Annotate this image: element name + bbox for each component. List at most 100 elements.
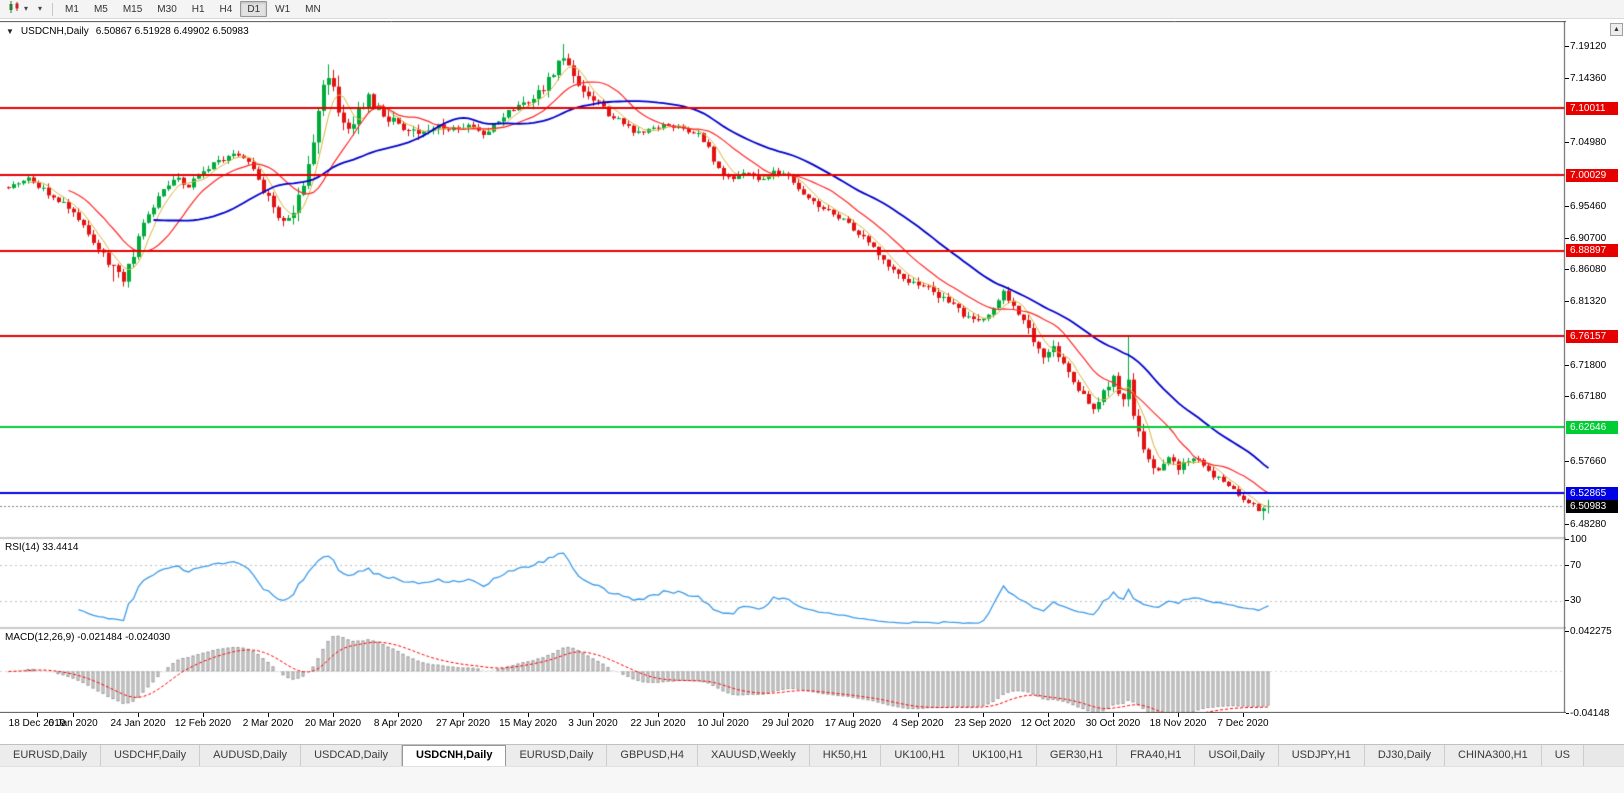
hline-price-label: 6.88897 <box>1566 244 1618 258</box>
time-tick-mark <box>1113 713 1114 717</box>
chart-tab-4-usdcnh-daily[interactable]: USDCNH,Daily <box>402 745 507 766</box>
time-tick-mark <box>463 713 464 717</box>
chart-tab-14-usdjpy-h1[interactable]: USDJPY,H1 <box>1278 745 1365 766</box>
timeframe-button-h1[interactable]: H1 <box>191 4 205 15</box>
chart-tab-15-dj30-daily[interactable]: DJ30,Daily <box>1364 745 1446 766</box>
time-axis-label: 29 Jul 2020 <box>753 713 823 729</box>
time-axis-label: 17 Aug 2020 <box>818 713 888 729</box>
macd-tick-label: 0.042275 <box>1565 626 1612 637</box>
timeframe-button-d1[interactable]: D1 <box>240 1 268 17</box>
time-tick-mark <box>593 713 594 717</box>
timeframe-button-mn[interactable]: MN <box>305 4 321 15</box>
timeframe-button-m1[interactable]: M1 <box>65 4 79 15</box>
chart-menu-button[interactable]: ▾ <box>33 1 47 17</box>
time-tick-mark <box>918 713 919 717</box>
time-tick-mark <box>268 713 269 717</box>
time-axis-label: 2 Mar 2020 <box>233 713 303 729</box>
time-axis-label: 30 Oct 2020 <box>1078 713 1148 729</box>
status-bar <box>0 766 1624 793</box>
chart-tab-16-china300-h1[interactable]: CHINA300,H1 <box>1445 745 1542 766</box>
timeframe-button-group: M1 M5 M15 M30 H1 H4 D1 W1 MN <box>58 1 329 17</box>
time-tick-mark <box>138 713 139 717</box>
toolbar-separator <box>52 2 54 16</box>
price-tick-label: 7.14360 <box>1564 73 1607 85</box>
time-tick-mark <box>1243 713 1244 717</box>
time-axis-label: 22 Jun 2020 <box>623 713 693 729</box>
timeframe-button-m5[interactable]: M5 <box>93 4 108 15</box>
timeframe-button-m15[interactable]: M15 <box>122 4 143 15</box>
time-axis-label: 4 Sep 2020 <box>883 713 953 729</box>
time-axis-label: 3 Jun 2020 <box>558 713 628 729</box>
time-tick-mark <box>73 713 74 717</box>
time-tick-mark <box>983 713 984 717</box>
timeframe-button-m30[interactable]: M30 <box>157 4 177 15</box>
chart-tab-11-ger30-h1[interactable]: GER30,H1 <box>1036 745 1118 766</box>
timeframe-button-h4[interactable]: H4 <box>219 4 233 15</box>
timeframe-button-w1[interactable]: W1 <box>275 4 291 15</box>
time-tick-mark <box>1178 713 1179 717</box>
time-tick-mark <box>658 713 659 717</box>
chart-tab-5-eurusd-daily[interactable]: EURUSD,Daily <box>506 745 608 766</box>
time-axis-label: 12 Feb 2020 <box>168 713 238 729</box>
price-tick-label: 6.57660 <box>1564 455 1607 467</box>
price-tick-label: 6.95460 <box>1564 200 1607 212</box>
time-axis-label: 23 Sep 2020 <box>948 713 1018 729</box>
time-axis-label: 10 Jul 2020 <box>688 713 758 729</box>
time-tick-mark <box>788 713 789 717</box>
time-axis-label: 7 Dec 2020 <box>1208 713 1278 729</box>
price-tick-label: 6.71800 <box>1564 360 1607 372</box>
chart-tab-17-us[interactable]: US <box>1541 745 1584 766</box>
scroll-up-button[interactable]: ▲ <box>1610 23 1623 36</box>
price-tick-label: 7.19120 <box>1564 41 1607 53</box>
time-tick-mark <box>203 713 204 717</box>
time-tick-mark <box>398 713 399 717</box>
candlestick-chart-icon <box>8 0 21 18</box>
current-price-label: 6.50983 <box>1566 499 1618 513</box>
price-tick-label: 7.04980 <box>1564 136 1607 148</box>
chart-tab-9-uk100-h1[interactable]: UK100,H1 <box>881 745 960 766</box>
price-tick-label: 6.48280 <box>1564 518 1607 530</box>
time-axis-label: 20 Mar 2020 <box>298 713 368 729</box>
price-axis[interactable]: ▲ 7.19120 7.14360 7.04980 6.95460 6.90700 6.8… <box>1564 21 1624 719</box>
rsi-tick-label: 30 <box>1564 595 1582 607</box>
time-tick-mark <box>37 713 38 717</box>
time-axis-label: 15 May 2020 <box>493 713 563 729</box>
timeframe-toolbar: ▾ ▾ M1 M5 M15 M30 H1 H4 D1 W1 MN <box>0 0 1624 19</box>
chevron-down-icon: ▾ <box>38 4 43 13</box>
chart-window: ▼ USDCNH,Daily 6.50867 6.51928 6.49902 6… <box>0 21 1624 743</box>
chart-tab-0-eurusd-daily[interactable]: EURUSD,Daily <box>0 745 101 766</box>
rsi-tick-label: 100 <box>1565 533 1587 545</box>
chart-tab-2-audusd-daily[interactable]: AUDUSD,Daily <box>200 745 302 766</box>
chart-tab-1-usdchf-daily[interactable]: USDCHF,Daily <box>100 745 201 766</box>
hline-price-label: 6.76157 <box>1566 329 1618 343</box>
price-tick-label: 6.67180 <box>1564 391 1607 403</box>
chart-tab-6-gbpusd-h4[interactable]: GBPUSD,H4 <box>607 745 698 766</box>
chart-tab-10-uk100-h1[interactable]: UK100,H1 <box>959 745 1037 766</box>
time-axis-label: 12 Oct 2020 <box>1013 713 1083 729</box>
chart-tab-8-hk50-h1[interactable]: HK50,H1 <box>809 745 882 766</box>
chart-type-button[interactable]: ▾ <box>3 1 33 17</box>
price-tick-label: 6.86080 <box>1564 264 1607 276</box>
chart-tab-7-xauusd-weekly[interactable]: XAUUSD,Weekly <box>697 745 810 766</box>
chart-tab-3-usdcad-daily[interactable]: USDCAD,Daily <box>301 745 403 766</box>
chart-tab-13-usoil-daily[interactable]: USOil,Daily <box>1195 745 1279 766</box>
time-axis-label: 6 Jan 2020 <box>38 713 108 729</box>
macd-tick-label: -0.04148 <box>1564 707 1610 719</box>
time-tick-mark <box>853 713 854 717</box>
time-axis-label: 24 Jan 2020 <box>103 713 173 729</box>
price-chart-canvas[interactable] <box>0 21 1566 713</box>
rsi-tick-label: 70 <box>1564 559 1582 571</box>
time-axis-label: 18 Nov 2020 <box>1143 713 1213 729</box>
time-axis[interactable]: 18 Dec 2019 6 Jan 2020 24 Jan 2020 12 Feb 2… <box>0 713 1566 743</box>
hline-price-label: 7.00029 <box>1566 168 1618 182</box>
price-tick-label: 6.81320 <box>1564 296 1607 308</box>
time-tick-mark <box>333 713 334 717</box>
time-axis-label: 8 Apr 2020 <box>363 713 433 729</box>
time-tick-mark <box>528 713 529 717</box>
hline-price-label: 6.52865 <box>1566 486 1618 500</box>
chart-tab-12-fra40-h1[interactable]: FRA40,H1 <box>1117 745 1196 766</box>
time-tick-mark <box>1048 713 1049 717</box>
chart-tab-bar: EURUSD,Daily USDCHF,Daily AUDUSD,Daily USDC… <box>0 744 1624 766</box>
time-axis-label: 27 Apr 2020 <box>428 713 498 729</box>
